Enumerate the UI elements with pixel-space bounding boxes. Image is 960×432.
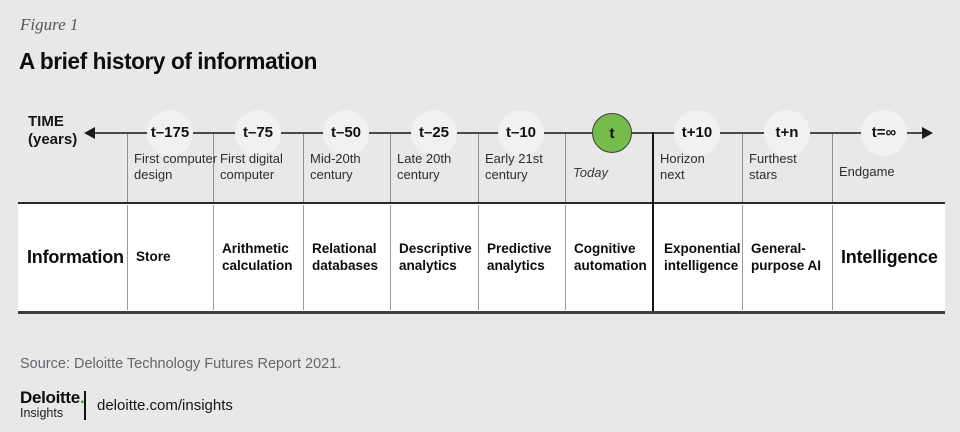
timeline-tick [742, 133, 743, 202]
era-label: Endgame [839, 164, 895, 179]
timeline-tick [478, 133, 479, 202]
stage-cell: Relational databases [312, 240, 379, 273]
era-label: First computer design [134, 151, 218, 183]
footer-url-link[interactable]: deloitte.com/insights [97, 397, 233, 414]
time-point-label: t–50 [330, 124, 362, 141]
time-axis-label: TIME (years) [28, 113, 78, 149]
time-point-label: t+10 [681, 124, 713, 141]
time-point-label: t–25 [418, 124, 450, 141]
band-divider [478, 205, 479, 310]
band-divider [832, 205, 833, 310]
row-start-label: Information [27, 247, 124, 268]
t-label-halo [861, 110, 907, 156]
band-divider [213, 205, 214, 310]
figure-label: Figure 1 [20, 15, 79, 34]
band-divider [565, 205, 566, 310]
t-label-halo [674, 110, 720, 156]
time-point-label: t–75 [242, 124, 274, 141]
time-point-label: t=∞ [871, 124, 897, 141]
era-label: Mid-20th century [310, 151, 361, 183]
left-arrow-icon [84, 127, 95, 139]
stage-cell: Descriptive analytics [399, 240, 472, 273]
t-label-halo [764, 110, 810, 156]
timeline-tick [213, 133, 214, 202]
logo-green-dot: . [79, 388, 85, 407]
era-label: Horizon next [660, 151, 705, 183]
source-note: Source: Deloitte Technology Futures Repo… [20, 356, 342, 372]
band-divider [742, 205, 743, 310]
logo-subtitle: Insights [20, 406, 64, 420]
timeline-tick [565, 133, 566, 202]
era-label: Early 21st century [485, 151, 543, 183]
timeline-tick [390, 133, 391, 202]
logo-wordmark: Deloitte. [20, 388, 85, 407]
band-divider [303, 205, 304, 310]
t-label-halo [498, 110, 544, 156]
stage-band [18, 202, 945, 314]
time-point-label: t–175 [150, 124, 190, 141]
era-label: First digital computer [220, 151, 283, 183]
stage-cell: Store [136, 249, 171, 265]
era-label: Furthest stars [749, 151, 797, 183]
t-label-halo [235, 110, 281, 156]
deloitte-insights-logo: Deloitte. Insights [20, 388, 85, 420]
band-divider [127, 205, 128, 310]
footer-divider [84, 391, 86, 420]
era-label: Late 20th century [397, 151, 452, 183]
timeline-tick [303, 133, 304, 202]
stage-cell: Cognitive automation [574, 240, 647, 273]
timeline-tick [832, 133, 833, 202]
era-label-today: Today [573, 165, 608, 180]
stage-cell: Predictive analytics [487, 240, 552, 273]
right-arrow-icon [922, 127, 933, 139]
band-divider [390, 205, 391, 310]
t-label-halo [147, 110, 193, 156]
time-point-label: t–10 [505, 124, 537, 141]
today-marker-circle: t [592, 113, 632, 153]
page-title: A brief history of information [19, 48, 317, 74]
stage-cell: Exponential intelligence [664, 240, 741, 273]
row-end-label: Intelligence [841, 247, 938, 268]
t-label-halo [411, 110, 457, 156]
today-divider-line [652, 132, 654, 311]
stage-cell: Arithmetic calculation [222, 240, 293, 273]
t-label-halo [323, 110, 369, 156]
time-point-label: t+n [775, 124, 799, 141]
timeline-tick [127, 133, 128, 202]
stage-cell: General- purpose AI [751, 240, 822, 273]
